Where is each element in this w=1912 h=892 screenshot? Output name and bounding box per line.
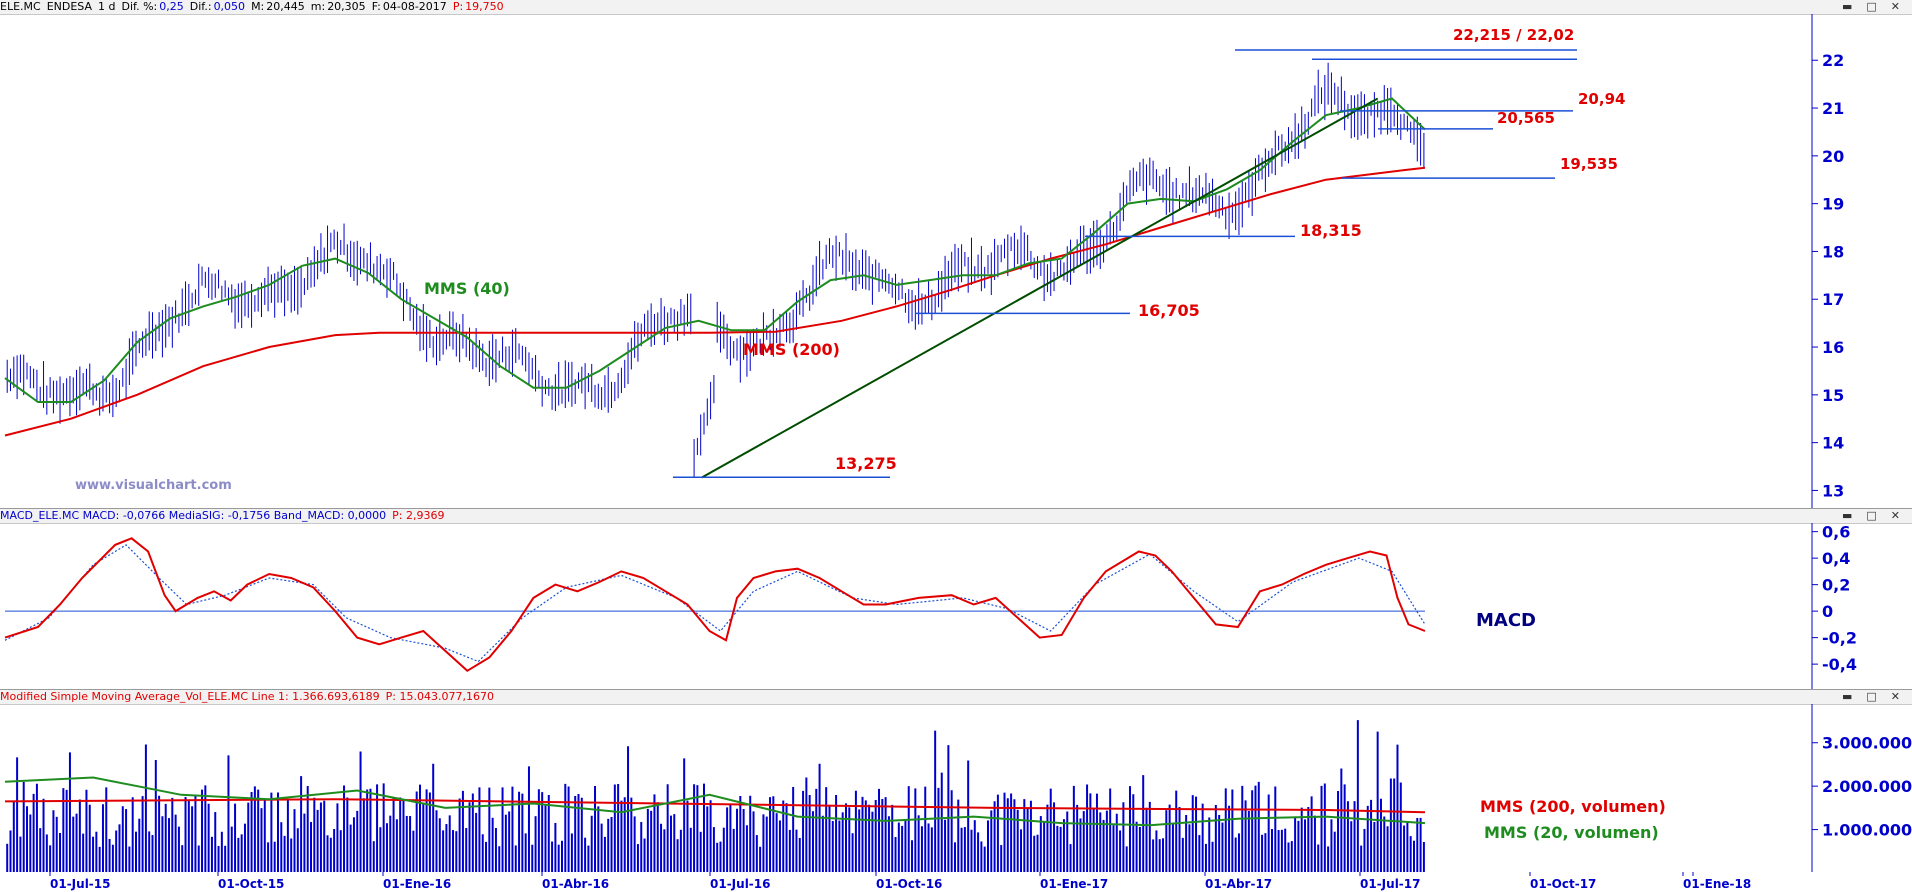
close-icon[interactable]: ✕ [1890,509,1900,522]
level-label-19535: 19,535 [1560,155,1618,173]
y-tick-label: -0,2 [1822,629,1857,648]
macd-line [4,537,1426,673]
x-tick-label: 01-Oct-17 [1530,877,1596,891]
level-label-2094: 20,94 [1578,90,1625,108]
macd-header-text: MACD_ELE.MC MACD: -0,0766 MediaSIG: -0,1… [0,509,387,522]
x-tick-label: 01-Ene-16 [383,877,451,891]
volume-chart[interactable]: 3.000.000 2.000.000 1.000.000 MMS (200, vo… [0,704,1912,873]
interval-label: 1 d [98,0,116,13]
y-tick-label: 1.000.000 [1822,821,1912,840]
y-tick-label: 0,6 [1822,523,1850,542]
min-label: m: [310,0,326,13]
y-tick-label: 0,4 [1822,549,1850,568]
y-tick-label: 19 [1822,195,1844,214]
vol-mms200-label: MMS (200, volumen) [1480,797,1666,816]
level-label-18315: 18,315 [1300,221,1362,240]
min-value: 20,305 [327,0,366,13]
dif-label: Dif.: [189,0,212,13]
y-tick-label: 20 [1822,147,1844,166]
date-value: 04-08-2017 [382,0,447,13]
price-chart[interactable]: 22 21 20 19 18 17 16 15 14 13 www.visualchart.com… [0,14,1912,508]
price-window-buttons: ▬ □ ✕ [1834,0,1906,14]
y-tick-label: -0,4 [1822,655,1857,674]
x-tick-label: 01-Oct-15 [218,877,284,891]
maximize-icon[interactable]: □ [1866,509,1877,522]
y-tick-label: 0,2 [1822,576,1850,595]
mms200-line [4,166,1426,437]
macd-window-buttons: ▬ □ ✕ [1834,509,1906,523]
x-tick-label: 01-Jul-15 [50,877,110,891]
y-tick-label: 21 [1822,99,1844,118]
x-tick-label: 01-Abr-16 [542,877,609,891]
price-value: 19,750 [465,0,504,13]
y-tick-label: 0 [1822,602,1833,621]
macd-panel-header: MACD_ELE.MC MACD: -0,0766 MediaSIG: -0,1… [0,509,1912,524]
vol-mms20-label: MMS (20, volumen) [1484,823,1659,842]
level-label-22215: 22,215 / 22,02 [1453,26,1574,44]
y-tick-label: 22 [1822,51,1844,70]
volume-panel: Modified Simple Moving Average_Vol_ELE.M… [0,689,1912,873]
x-tick-label: 01-Oct-16 [876,877,942,891]
year-label: 2018 [1698,872,1726,873]
minimize-icon[interactable]: ▬ [1841,690,1853,703]
y-tick-label: 17 [1822,290,1844,309]
name-label: ENDESA [46,0,93,13]
price-panel-header: ELE.MC ENDESA 1 d Dif. %: 0,25 Dif.: 0,050 M: 20… [0,0,1912,15]
y-tick-label: 16 [1822,338,1844,357]
x-tick-label: 01-Jul-17 [1360,877,1420,891]
mms40-label: MMS (40) [424,279,510,298]
macd-chart[interactable]: 0,6 0,4 0,2 0 -0,2 -0,4 MACD [0,523,1912,690]
watermark: www.visualchart.com [75,478,232,493]
minimize-icon[interactable]: ▬ [1841,509,1853,522]
y-tick-label: 3.000.000 [1822,734,1912,753]
y-tick-label: 13 [1822,481,1844,500]
x-tick-label: 01-Ene-18 [1683,877,1751,891]
dif-pct-label: Dif. %: [121,0,158,13]
level-label-20565: 20,565 [1497,109,1555,127]
y-tick-label: 14 [1822,434,1844,453]
trendline [701,97,1379,479]
mms200-label: MMS (200) [743,340,840,359]
level-label-13275: 13,275 [835,454,897,473]
maximize-icon[interactable]: □ [1866,0,1877,13]
dif-value: 0,050 [213,0,246,13]
volume-panel-header: Modified Simple Moving Average_Vol_ELE.M… [0,690,1912,705]
macd-label: MACD [1476,610,1536,631]
vol-mms200-line [4,798,1426,814]
x-tick-label: 01-Ene-17 [1040,877,1108,891]
volume-header-text: Modified Simple Moving Average_Vol_ELE.M… [0,690,380,703]
minimize-icon[interactable]: ▬ [1841,0,1853,13]
x-tick-label: 01-Abr-17 [1205,877,1272,891]
level-label-16705: 16,705 [1138,301,1200,320]
volume-window-buttons: ▬ □ ✕ [1834,690,1906,704]
mms40-line [4,97,1426,403]
symbol-label: ELE.MC [0,0,41,13]
y-tick-label: 15 [1822,386,1844,405]
signal-line [4,544,1426,663]
vol-mms20-line [4,776,1426,827]
date-label: F: [371,0,381,13]
dif-pct-value: 0,25 [159,0,184,13]
price-panel: ELE.MC ENDESA 1 d Dif. %: 0,25 Dif.: 0,050 M: 20… [0,0,1912,508]
max-label: M: [251,0,265,13]
close-icon[interactable]: ✕ [1890,690,1900,703]
macd-panel: MACD_ELE.MC MACD: -0,0766 MediaSIG: -0,1… [0,508,1912,690]
x-tick-label: 01-Jul-16 [710,877,770,891]
y-tick-label: 2.000.000 [1822,777,1912,796]
close-icon[interactable]: ✕ [1890,0,1900,13]
price-label: P: [452,0,464,13]
macd-header-price: P: 2,9369 [392,509,445,522]
y-tick-label: 18 [1822,242,1844,261]
maximize-icon[interactable]: □ [1866,690,1877,703]
x-axis: 01-Jul-15 01-Oct-15 01-Ene-16 01-Abr-16 01-J… [0,872,1912,892]
volume-header-price: P: 15.043.077,1670 [385,690,494,703]
max-value: 20,445 [266,0,305,13]
